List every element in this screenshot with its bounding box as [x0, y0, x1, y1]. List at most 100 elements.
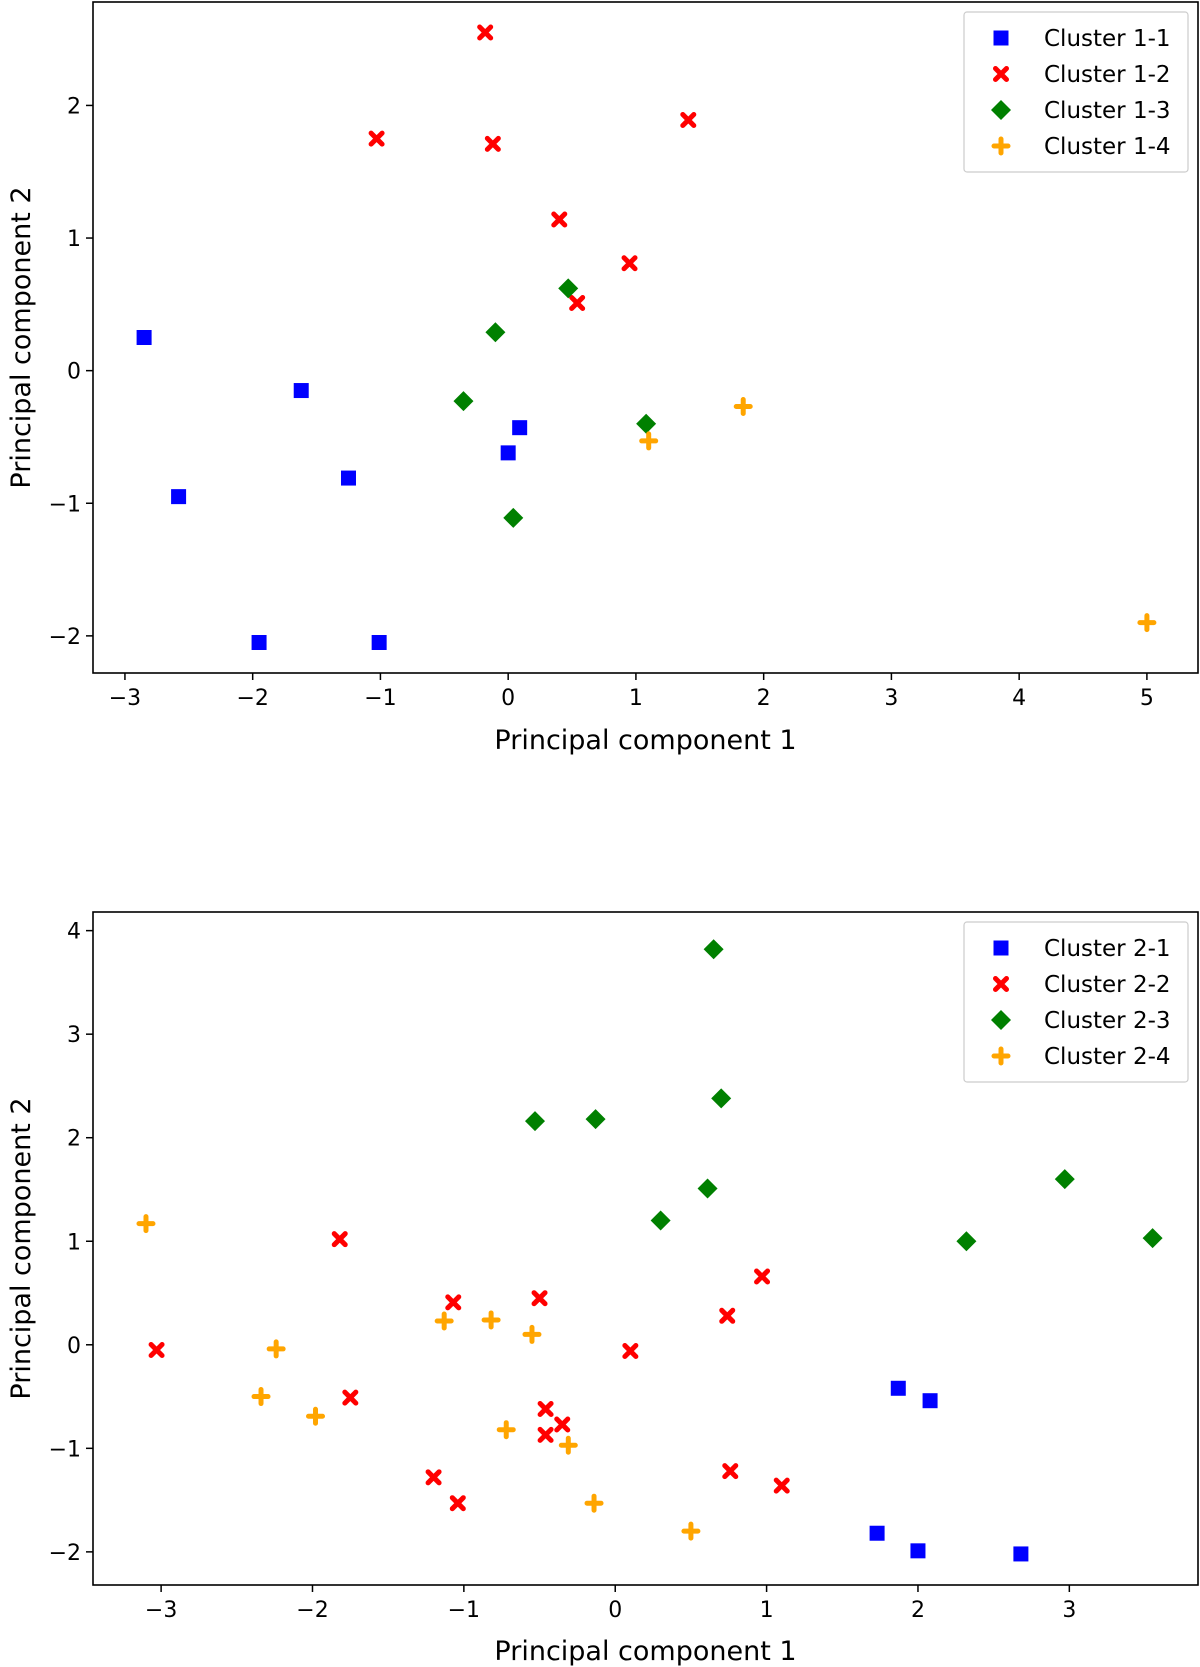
legend-box [963, 11, 1189, 173]
data-point [453, 391, 474, 412]
data-point [680, 112, 697, 129]
data-point [585, 1109, 606, 1130]
data-point [251, 635, 267, 650]
y-tick-label: 2 [67, 94, 81, 119]
data-point [558, 1435, 578, 1455]
data-point [869, 1525, 885, 1541]
y-tick-label: 0 [67, 360, 81, 385]
data-point [639, 431, 659, 451]
plot-frame [92, 911, 1199, 1586]
data-point [331, 1231, 348, 1248]
legend-entry-label: Cluster 2-4 [1044, 1044, 1171, 1070]
data-point [537, 1426, 554, 1443]
data-point [136, 1214, 156, 1234]
data-point [342, 1389, 359, 1406]
x-tick-label: −2 [296, 1598, 328, 1623]
x-tick-label: 1 [760, 1598, 774, 1623]
data-point [171, 489, 187, 505]
data-point [484, 135, 501, 152]
data-point [266, 1339, 286, 1359]
y-tick-label: 1 [67, 1230, 81, 1255]
data-point [697, 1178, 718, 1199]
x-tick-label: −1 [364, 686, 396, 711]
data-point [449, 1495, 466, 1512]
legend-entry-label: Cluster 1-1 [1044, 26, 1171, 52]
legend-marker [991, 1010, 1011, 1030]
x-tick-label: 2 [757, 686, 771, 711]
x-tick-label: 5 [1140, 686, 1154, 711]
x-tick-label: 0 [608, 1598, 622, 1623]
data-point [551, 211, 568, 228]
data-point [306, 1406, 326, 1426]
data-point [733, 396, 753, 416]
legend-entry-label: Cluster 2-2 [1044, 972, 1171, 998]
y-tick-label: 2 [67, 1127, 81, 1152]
data-point [500, 445, 516, 461]
data-point [558, 278, 579, 299]
x-tick-label: −3 [109, 686, 141, 711]
data-point [922, 1393, 938, 1409]
x-tick-label: 3 [1062, 1598, 1076, 1623]
data-point [340, 470, 356, 486]
y-tick-label: −2 [49, 625, 81, 650]
data-point [681, 1521, 701, 1541]
data-point [890, 1380, 906, 1396]
y-tick-label: 0 [67, 1334, 81, 1359]
data-point [554, 1416, 571, 1433]
y-tick-label: −1 [49, 1437, 81, 1462]
legend-marker [993, 976, 1009, 992]
x-tick-label: 2 [911, 1598, 925, 1623]
chart-1: −3 −2 −1 0 1 2 3 4 5 −2 −1 0 1 2 Principal component 1… [6, 1, 1199, 756]
data-point [485, 322, 506, 343]
x-tick-label: 0 [501, 686, 515, 711]
data-point [1054, 1169, 1075, 1190]
chart-2: −3 −2 −1 0 1 2 3 −2 −1 0 1 2 3 4 Principal component 1… [6, 911, 1199, 1667]
y-axis-label: Principal component 2 [6, 1097, 37, 1399]
legend-marker [991, 1046, 1011, 1066]
y-tick-label: −1 [49, 492, 81, 517]
legend-entry-label: Cluster 1-2 [1044, 62, 1171, 88]
legend-entry-label: Cluster 1-3 [1044, 98, 1171, 124]
x-axis-label: Principal component 1 [494, 1636, 796, 1667]
legend-marker [991, 100, 1011, 120]
data-point [371, 635, 387, 650]
legend-entry-label: Cluster 1-4 [1044, 134, 1171, 160]
data-point [148, 1341, 165, 1358]
legend-marker [993, 940, 1009, 956]
x-tick-label: −3 [145, 1598, 177, 1623]
data-point [636, 413, 657, 434]
x-tick-label: −2 [236, 686, 268, 711]
data-point [711, 1088, 732, 1109]
y-axis-label: Principal component 2 [6, 186, 37, 488]
data-point [481, 1310, 501, 1330]
data-point [293, 383, 309, 399]
data-point [910, 1543, 926, 1559]
data-point [537, 1400, 554, 1417]
data-point [754, 1268, 771, 1285]
x-tick-label: 1 [629, 686, 643, 711]
legend-marker [991, 136, 1011, 156]
legend-entry-label: Cluster 2-1 [1044, 936, 1171, 962]
legend-marker [993, 66, 1009, 82]
x-tick-label: −1 [448, 1598, 480, 1623]
data-point [773, 1477, 790, 1494]
data-point [722, 1463, 739, 1480]
data-point [719, 1307, 736, 1324]
data-point [1142, 1228, 1163, 1249]
data-point [434, 1311, 454, 1331]
legend-entry-label: Cluster 2-3 [1044, 1008, 1171, 1034]
data-point [525, 1111, 545, 1132]
x-axis-label: Principal component 1 [494, 725, 796, 756]
data-point [251, 1387, 271, 1407]
y-tick-label: 4 [67, 920, 81, 945]
x-tick-label: 3 [884, 686, 898, 711]
plot-frame [92, 1, 1199, 674]
data-point [503, 507, 524, 528]
data-point [703, 939, 724, 960]
data-point [650, 1210, 671, 1231]
data-point [621, 255, 638, 272]
data-point [445, 1294, 462, 1311]
data-point [622, 1343, 639, 1359]
data-point [477, 24, 494, 41]
